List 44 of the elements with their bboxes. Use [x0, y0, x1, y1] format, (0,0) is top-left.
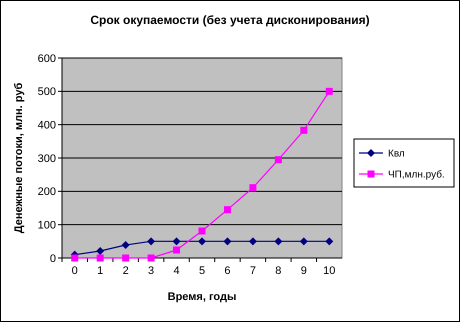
x-tick-label: 2: [122, 265, 129, 277]
point: [224, 206, 231, 214]
y-tick-label: 300: [38, 152, 56, 165]
point: [122, 241, 130, 249]
chart-title: Срок окупаемости (без учета дисконирования): [90, 13, 370, 27]
point: [274, 156, 282, 164]
point: [71, 254, 78, 262]
y-tick-label: 0: [50, 252, 56, 265]
y-tick-label: 100: [38, 220, 56, 232]
point: [223, 237, 232, 246]
x-tick-label: 8: [275, 265, 282, 277]
y-tick-label: 500: [38, 86, 56, 98]
legend-label: Квл: [388, 148, 405, 160]
point: [249, 184, 256, 192]
point: [325, 237, 334, 246]
point: [248, 237, 257, 246]
y-tick-label: 200: [38, 186, 56, 198]
x-tick-label: 6: [224, 265, 231, 277]
point: [147, 237, 156, 246]
y-tick-label: 600: [38, 52, 56, 65]
point: [300, 126, 308, 134]
legend-label: ЧП,млн.руб.: [388, 170, 445, 180]
point: [148, 254, 155, 262]
x-tick-label: 3: [148, 265, 154, 277]
y-tick-label: 400: [38, 120, 56, 132]
x-tick-label: 4: [173, 265, 180, 277]
x-tick-label: 9: [300, 265, 307, 277]
x-tick-label: 5: [198, 265, 206, 277]
x-tick-label: 0: [72, 265, 78, 277]
x-tick-label: 1: [97, 265, 104, 277]
x-tick-label: 10: [323, 265, 336, 277]
point: [173, 246, 180, 254]
point: [96, 254, 104, 262]
point: [198, 228, 206, 234]
point: [300, 237, 308, 246]
y-axis-title: Денежные потоки, млн. руб: [13, 82, 25, 234]
point: [172, 237, 181, 246]
point: [326, 88, 333, 95]
x-tick-label: 7: [250, 265, 256, 277]
point: [96, 247, 104, 255]
x-axis-title: Время, годы: [168, 291, 236, 303]
point: [198, 237, 206, 246]
point: [122, 254, 130, 262]
point: [274, 237, 282, 246]
